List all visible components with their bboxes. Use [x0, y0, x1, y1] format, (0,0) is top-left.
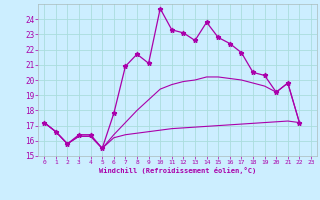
X-axis label: Windchill (Refroidissement éolien,°C): Windchill (Refroidissement éolien,°C): [99, 167, 256, 174]
